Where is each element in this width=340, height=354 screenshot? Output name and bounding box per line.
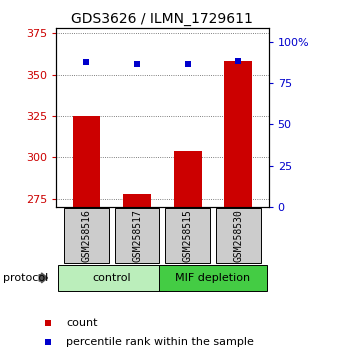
Bar — [64, 208, 109, 263]
Text: MIF depletion: MIF depletion — [175, 273, 251, 283]
Text: protocol: protocol — [3, 273, 49, 283]
Text: GSM258517: GSM258517 — [132, 209, 142, 262]
Bar — [57, 265, 166, 291]
Text: count: count — [66, 318, 98, 328]
Point — [185, 61, 190, 67]
Bar — [165, 208, 210, 263]
Bar — [159, 265, 267, 291]
Bar — [174, 151, 202, 207]
Point — [84, 59, 89, 65]
Bar — [216, 208, 260, 263]
Bar — [123, 194, 151, 207]
Point — [46, 320, 51, 326]
Point — [134, 61, 140, 67]
Point — [236, 58, 241, 63]
Text: GSM258515: GSM258515 — [183, 209, 193, 262]
Bar — [224, 62, 252, 207]
Text: GSM258516: GSM258516 — [82, 209, 91, 262]
Bar — [115, 208, 159, 263]
Point — [46, 339, 51, 345]
Text: control: control — [92, 273, 131, 283]
Bar — [72, 116, 100, 207]
Text: percentile rank within the sample: percentile rank within the sample — [66, 337, 254, 347]
Title: GDS3626 / ILMN_1729611: GDS3626 / ILMN_1729611 — [71, 12, 253, 26]
Text: GSM258530: GSM258530 — [233, 209, 243, 262]
